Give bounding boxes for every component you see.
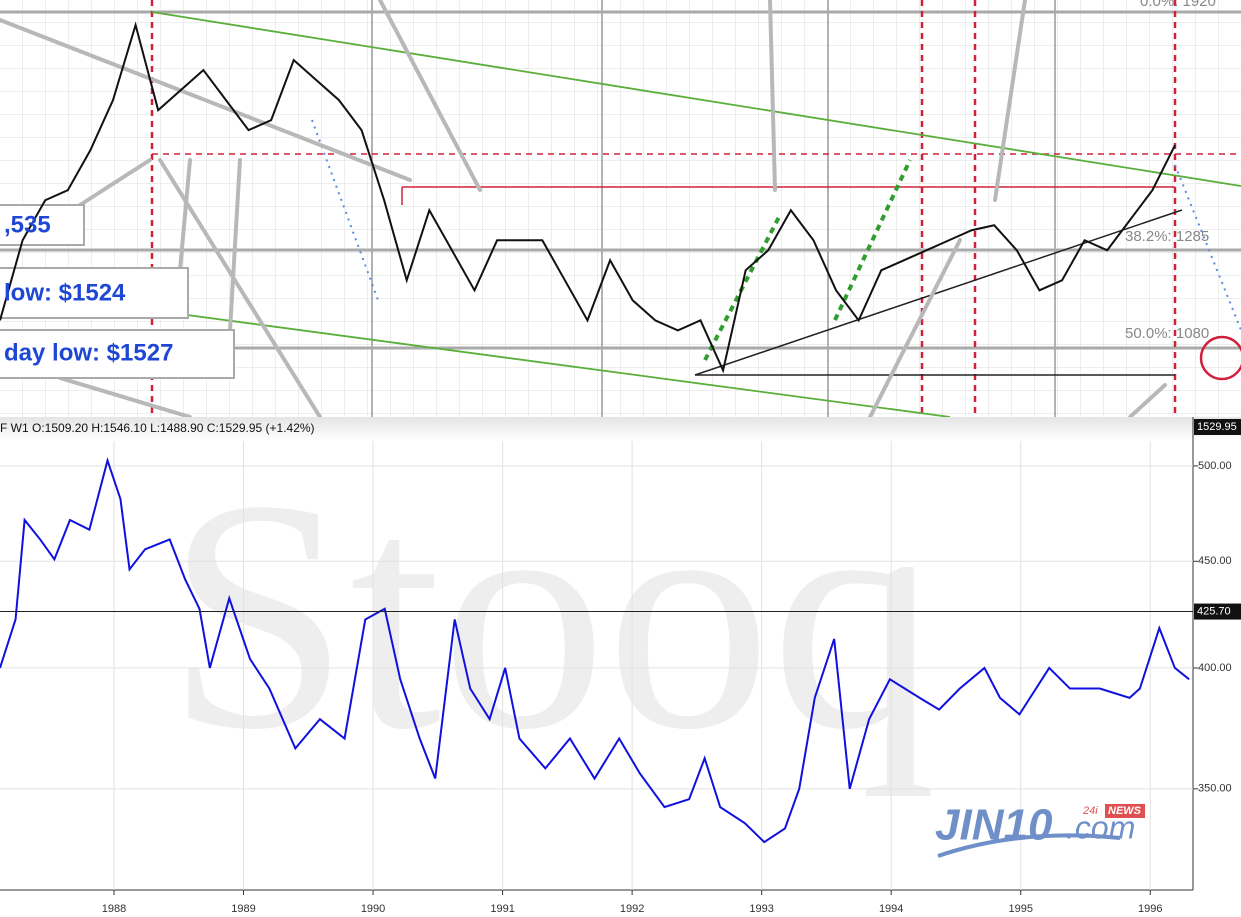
logo-badge: NEWS bbox=[1108, 805, 1142, 817]
callout-label: ,535 bbox=[4, 211, 51, 238]
channel-line bbox=[151, 11, 1241, 187]
watermark: Stooq bbox=[166, 433, 936, 798]
fib-label: 50.0%: 1080 bbox=[1125, 325, 1209, 342]
callout-label: day low: $1527 bbox=[4, 339, 173, 366]
price-line bbox=[0, 456, 1190, 844]
fib-label: 0.0%: 1920 bbox=[1140, 0, 1216, 10]
highlight-circle bbox=[1199, 335, 1241, 381]
trend-line bbox=[694, 209, 1183, 376]
logo-badge-box bbox=[1105, 804, 1145, 818]
x-tick-label: 1993 bbox=[749, 903, 773, 915]
logo-swoosh bbox=[937, 833, 1121, 858]
x-tick-label: 1988 bbox=[102, 903, 126, 915]
last-price-box bbox=[1194, 419, 1241, 435]
top-chart: ,535 low: $1524 day low: $1527 0.0%: 1920 38… bbox=[0, 0, 1241, 417]
x-tick-label: 1991 bbox=[490, 903, 514, 915]
x-tick-label: 1992 bbox=[620, 903, 644, 915]
y-tick-label: 450.00 bbox=[1198, 555, 1232, 567]
logo-badge: 24i bbox=[1082, 805, 1098, 817]
fib-label: 38.2%: 1285 bbox=[1125, 228, 1209, 245]
y-tick-label: 350.00 bbox=[1198, 783, 1232, 795]
price-line bbox=[0, 21, 1176, 374]
price-marker-box bbox=[1194, 603, 1241, 620]
y-tick-label: 400.00 bbox=[1198, 662, 1232, 674]
chart-header: F W1 O:1509.20 H:1546.10 L:1488.90 C:152… bbox=[0, 421, 315, 435]
x-tick-label: 1994 bbox=[879, 903, 903, 915]
x-tick-label: 1996 bbox=[1138, 903, 1162, 915]
red-dashed bbox=[150, 0, 1241, 417]
price-marker-label: 425.70 bbox=[1197, 605, 1231, 617]
callout-label: low: $1524 bbox=[4, 279, 126, 306]
blue-dotted bbox=[311, 119, 1241, 331]
callout-boxes bbox=[0, 204, 235, 379]
last-price-label: 1529.95 bbox=[1197, 421, 1237, 433]
header-bar bbox=[0, 417, 1241, 441]
pointer-lines bbox=[0, 0, 1167, 417]
y-tick-label: 500.00 bbox=[1198, 460, 1232, 472]
x-tick-label: 1990 bbox=[361, 903, 385, 915]
x-tick-label: 1989 bbox=[231, 903, 255, 915]
x-tick-label: 1995 bbox=[1008, 903, 1032, 915]
